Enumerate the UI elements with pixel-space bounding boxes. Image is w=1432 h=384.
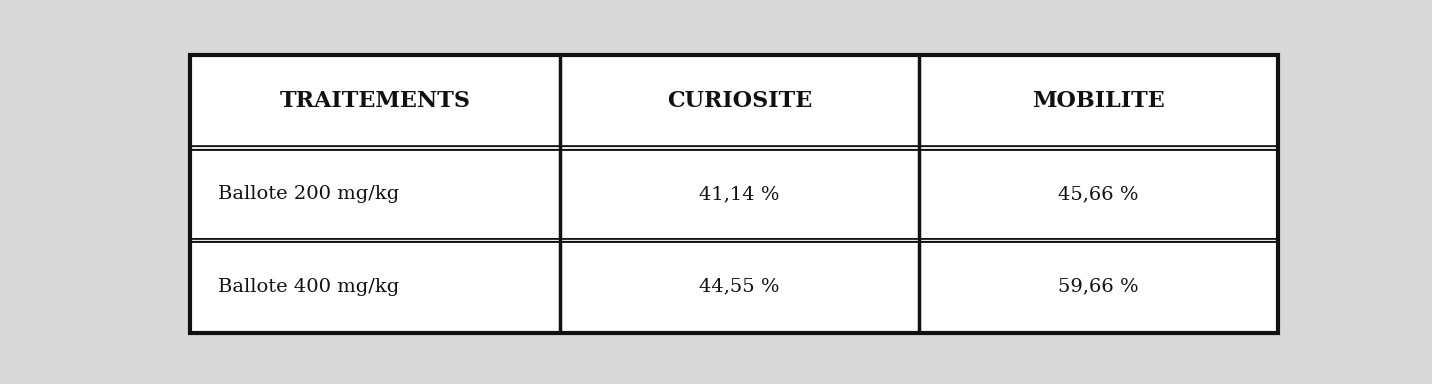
- Text: Ballote 400 mg/kg: Ballote 400 mg/kg: [218, 278, 400, 296]
- Text: 44,55 %: 44,55 %: [699, 278, 779, 296]
- Text: 45,66 %: 45,66 %: [1058, 185, 1138, 203]
- Text: TRAITEMENTS: TRAITEMENTS: [279, 90, 471, 112]
- Text: 59,66 %: 59,66 %: [1058, 278, 1138, 296]
- Text: 41,14 %: 41,14 %: [699, 185, 779, 203]
- Text: CURIOSITE: CURIOSITE: [667, 90, 812, 112]
- Text: MOBILITE: MOBILITE: [1032, 90, 1164, 112]
- Text: Ballote 200 mg/kg: Ballote 200 mg/kg: [218, 185, 400, 203]
